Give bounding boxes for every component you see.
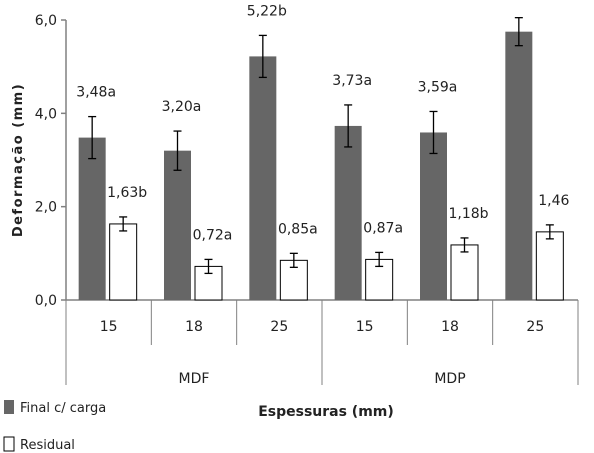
legend: Final c/ carga Residual — [3, 400, 106, 453]
y-axis-title: Deformação (mm) — [11, 83, 26, 237]
bar-final-c-carga — [78, 137, 106, 300]
bar-final-c-carga — [249, 56, 277, 301]
category-labels: 15 18 25 15 18 25 — [65, 300, 579, 385]
bar-final-c-carga — [420, 132, 447, 300]
legend-label: Residual — [20, 438, 75, 453]
y-tick-label: 4,0 — [35, 106, 57, 122]
data-label: 3,59a — [418, 79, 458, 95]
chart-axes — [65, 20, 578, 301]
category-label: 18 — [441, 319, 459, 335]
category-label: 18 — [185, 319, 203, 335]
legend-label: Final c/ carga — [20, 401, 106, 416]
y-ticks: 0,0 2,0 4,0 6,0 — [35, 13, 66, 309]
bar-residual — [450, 244, 479, 301]
data-label: 5,22b — [247, 3, 287, 19]
bar-final-c-carga — [334, 125, 362, 300]
data-label: 0,72a — [193, 227, 233, 243]
data-label: 3,73a — [332, 73, 372, 89]
bar-final-c-carga — [164, 150, 191, 300]
legend-swatch — [4, 400, 14, 414]
y-tick-label: 6,0 — [35, 13, 57, 29]
y-tick-label: 0,0 — [35, 293, 57, 309]
data-label: 0,87a — [363, 220, 403, 236]
category-label: 15 — [100, 319, 118, 335]
x-axis-title: Espessuras (mm) — [258, 404, 394, 420]
bar-residual — [109, 223, 138, 301]
data-label: 0,85a — [278, 221, 318, 237]
data-label: 3,20a — [162, 99, 202, 115]
category-label: 25 — [526, 319, 544, 335]
data-label: 1,46 — [538, 193, 569, 209]
category-label: 15 — [356, 319, 374, 335]
bar-residual — [535, 231, 564, 301]
group-labels: MDF MDP — [179, 371, 466, 387]
group-label: MDF — [179, 371, 210, 387]
legend-swatch — [3, 436, 15, 452]
y-tick-label: 2,0 — [35, 200, 57, 216]
group-label: MDP — [434, 371, 465, 387]
bar-series: 3,48a 1,63b 3,20a 0,72a 5,22b 0,85a 3,73a 0,87a… — [76, 0, 570, 301]
data-label: 1,18b — [448, 206, 488, 222]
data-label: 1,63b — [107, 185, 147, 201]
category-label: 25 — [270, 319, 288, 335]
bar-final-c-carga — [505, 31, 533, 301]
data-label: 5,75b — [503, 0, 543, 2]
data-label: 3,48a — [76, 85, 116, 101]
